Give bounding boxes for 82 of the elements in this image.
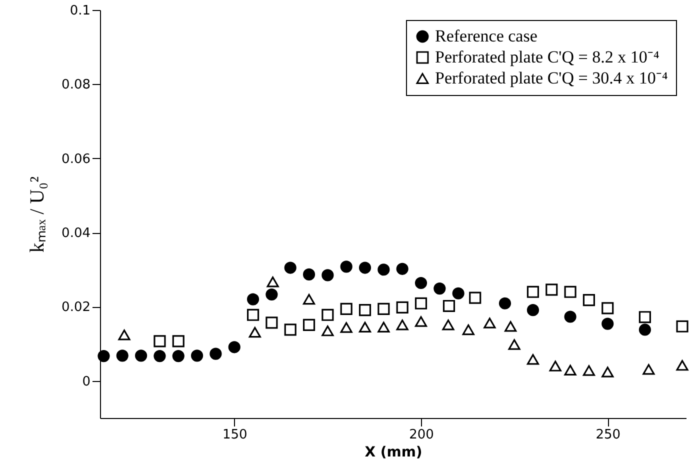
point: [676, 360, 688, 371]
point: [508, 339, 520, 350]
point: [340, 302, 352, 315]
legend-label: Reference case: [435, 26, 538, 46]
point: [284, 324, 296, 336]
point: [442, 300, 456, 312]
point: [302, 268, 316, 280]
point: [266, 276, 279, 288]
point: [302, 318, 316, 331]
point: [602, 366, 614, 378]
y-tick-label: 0.06: [62, 152, 90, 167]
point: [396, 262, 408, 275]
point: [462, 324, 474, 336]
point: [266, 316, 278, 329]
point: [246, 293, 260, 306]
point: [526, 304, 540, 316]
point: [638, 324, 651, 336]
point: [172, 335, 184, 348]
y-tick-label: 0: [82, 374, 90, 390]
point: [498, 297, 512, 310]
point: [246, 308, 260, 321]
x-tick-label: 250: [596, 428, 621, 442]
point: [266, 288, 278, 301]
point: [676, 320, 688, 332]
point: [302, 294, 316, 305]
point: [396, 301, 408, 314]
x-tick-label: 200: [409, 428, 434, 442]
point: [322, 269, 334, 282]
point: [549, 360, 562, 372]
point: [469, 292, 482, 304]
point: [322, 325, 334, 336]
point: [504, 321, 517, 332]
point: [414, 316, 428, 327]
y-tick-label: 0.04: [62, 226, 90, 242]
point: [526, 286, 540, 298]
point: [135, 350, 148, 362]
point: [564, 364, 576, 376]
point: [358, 304, 372, 316]
point: [154, 335, 166, 348]
point: [378, 302, 390, 315]
point: [98, 350, 110, 362]
legend-label: Perforated plate C'Q = 30.4 x 10⁻⁴: [435, 68, 668, 88]
point: [642, 364, 655, 375]
point: [210, 348, 222, 360]
point: [602, 318, 614, 330]
point: [172, 350, 184, 362]
point: [154, 350, 166, 362]
point: [358, 262, 372, 274]
point: [414, 276, 428, 290]
point: [378, 264, 390, 276]
point: [191, 350, 204, 362]
point: [284, 262, 296, 274]
y-axis-title: kₘₐₓ / U₀²: [26, 176, 49, 253]
point: [526, 354, 540, 365]
point: [564, 286, 576, 298]
point: [340, 322, 352, 333]
point: [442, 320, 454, 330]
point: [452, 287, 464, 300]
point: [582, 365, 595, 376]
x-tick-label: 150: [222, 428, 248, 442]
point: [582, 294, 595, 306]
x-axis-title: X (mm): [364, 444, 422, 460]
point: [484, 318, 496, 328]
y-tick-label: 0.02: [62, 300, 90, 316]
point: [602, 302, 614, 314]
point: [396, 320, 408, 330]
point: [358, 322, 372, 332]
point: [638, 311, 651, 324]
point: [546, 284, 558, 296]
point: [116, 350, 128, 362]
point: [414, 297, 428, 310]
legend-label: Perforated plate C'Q = 8.2 x 10⁻⁴: [435, 48, 660, 66]
point: [248, 326, 261, 338]
point: [564, 310, 576, 323]
point: [340, 260, 352, 273]
point: [378, 322, 390, 332]
point: [228, 341, 240, 354]
y-tick-label: 0.08: [62, 78, 90, 93]
point: [434, 282, 446, 295]
point: [322, 308, 334, 321]
point: [118, 330, 130, 340]
y-tick-label: 0.1: [70, 4, 90, 18]
